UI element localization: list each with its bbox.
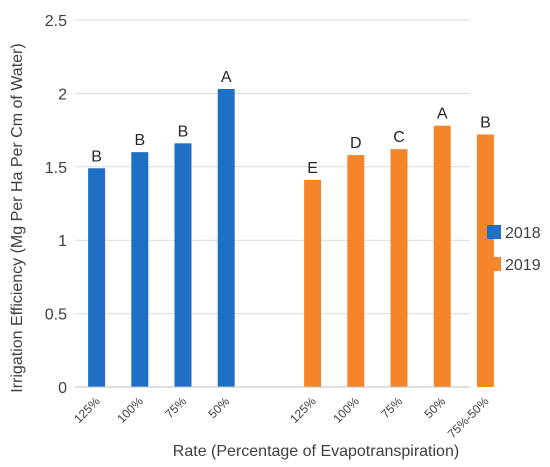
x-tick-label: 100%	[330, 394, 362, 426]
x-tick-label: 75%	[378, 394, 405, 421]
x-tick-label: 50%	[205, 394, 232, 421]
bars	[88, 88, 494, 388]
x-tick-label: 125%	[71, 394, 103, 426]
x-tick-label: 50%	[421, 394, 448, 421]
y-axis-title: Irrigation Efficiency (Mg Per Ha Per Cm …	[9, 43, 26, 392]
bar-2019-1	[347, 155, 365, 387]
bar-data-label: C	[393, 129, 405, 146]
legend: 2018 2019	[487, 225, 541, 274]
x-tick-label: 75%-50%	[445, 394, 492, 441]
x-tick-label: 125%	[287, 394, 319, 426]
bar-data-label: A	[437, 106, 448, 123]
bar-2019-2	[390, 149, 408, 387]
bar-2018-3	[217, 88, 235, 387]
bar-2019-3	[433, 125, 451, 388]
bar-data-label: A	[221, 69, 232, 86]
legend-swatch-2018	[487, 225, 501, 239]
x-axis-ticks: 125% 100% 75% 50% 125% 100% 75% 50%75%-50%	[71, 394, 492, 441]
bar-2019-0	[304, 180, 322, 387]
bar-data-label: B	[480, 115, 491, 132]
y-tick-label: 1	[58, 233, 67, 250]
bar-2019-4	[476, 134, 494, 387]
bar-data-label: E	[307, 160, 318, 177]
x-tick-label: 100%	[114, 394, 146, 426]
bar-2018-1	[131, 152, 149, 387]
bar-data-label: B	[178, 123, 189, 140]
legend-swatch-2019	[487, 257, 501, 271]
x-tick-label: 75%	[162, 394, 189, 421]
bar-data-label: D	[350, 135, 362, 152]
bar-2018-2	[174, 143, 192, 387]
y-tick-label: 2	[58, 86, 67, 103]
x-axis-title: Rate (Percentage of Evapotranspiration)	[173, 443, 459, 460]
legend-label: 2018	[505, 225, 541, 242]
bar-2018-0	[88, 168, 106, 387]
bar-data-label: B	[91, 148, 102, 165]
data-labels: B B B A E D C A B	[91, 69, 490, 177]
bar-data-label: B	[134, 132, 145, 149]
y-tick-label: 0.5	[45, 307, 67, 324]
y-tick-label: 1.5	[45, 160, 67, 177]
y-axis-ticks: 0 0.5 1 1.5 2 2.5	[45, 13, 67, 397]
y-tick-label: 0	[58, 380, 67, 397]
legend-label: 2019	[505, 257, 541, 274]
y-tick-label: 2.5	[45, 13, 67, 30]
